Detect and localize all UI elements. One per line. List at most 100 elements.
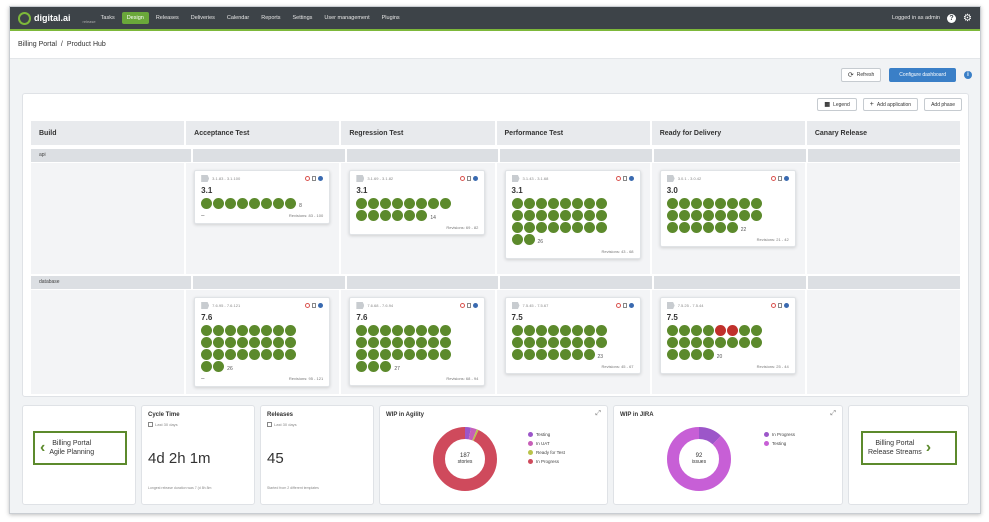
revision-dot[interactable] [261,325,272,336]
revision-dot[interactable] [584,222,595,233]
legend-button[interactable]: ▦ Legend [817,98,856,111]
revision-dot[interactable] [416,349,427,360]
gear-icon[interactable]: ⚙ [963,14,972,23]
revision-dot[interactable] [261,349,272,360]
info-icon[interactable]: i [964,71,972,79]
release-card[interactable]: 7.6.95 - 7.6.121 7.6 26 – Revisions: 95 - 12… [194,297,330,387]
revision-dot[interactable] [703,325,714,336]
revision-dot[interactable] [596,198,607,209]
revision-dot[interactable] [404,349,415,360]
revision-dot[interactable] [368,325,379,336]
revision-dot[interactable] [572,210,583,221]
revision-dot[interactable] [392,325,403,336]
revision-dot[interactable] [548,349,559,360]
revision-dot[interactable] [404,210,415,221]
revision-dot[interactable] [273,198,284,209]
revision-dot[interactable] [596,325,607,336]
revision-dot[interactable] [739,210,750,221]
stop-icon[interactable] [616,303,621,308]
expand-icon[interactable]: ⤢ [595,410,601,418]
revision-dot[interactable] [416,325,427,336]
stop-icon[interactable] [305,176,310,181]
release-card[interactable]: 3.0.1 - 3.0.42 3.0 22 Revisions: 21 - 42 [660,170,796,247]
revision-dot[interactable] [584,198,595,209]
revision-dot[interactable] [380,337,391,348]
revision-dot[interactable] [751,337,762,348]
revision-dot[interactable] [201,361,212,372]
revision-dot[interactable] [548,210,559,221]
revision-dot[interactable] [560,337,571,348]
nav-item-releases[interactable]: Releases [151,12,184,24]
status-icon[interactable] [629,303,634,308]
release-card[interactable]: 3.1.83 - 3.1.100 3.1 8– Revisions: 83 - 100 [194,170,330,224]
revision-dot[interactable] [691,337,702,348]
release-card[interactable]: 3.1.69 - 3.1.82 3.1 14 Revisions: 69 - 82 [349,170,485,235]
revision-dot[interactable] [572,222,583,233]
revision-dot[interactable] [739,198,750,209]
revision-dot[interactable] [380,198,391,209]
document-icon[interactable] [467,303,471,308]
revision-dot[interactable] [524,210,535,221]
legend-item[interactable]: In Progress [528,459,565,464]
document-icon[interactable] [467,176,471,181]
revision-dot[interactable] [404,337,415,348]
revision-dot[interactable] [548,325,559,336]
revision-dot[interactable] [261,198,272,209]
nav-item-tasks[interactable]: Tasks [96,12,120,24]
revision-dot[interactable] [667,337,678,348]
revision-dot[interactable] [512,325,523,336]
revision-dot[interactable] [536,210,547,221]
status-icon[interactable] [318,176,323,181]
revision-dot[interactable] [679,198,690,209]
revision-dot[interactable] [285,337,296,348]
status-icon[interactable] [473,176,478,181]
revision-dot[interactable] [285,198,296,209]
agile-planning-link[interactable]: ‹ Billing Portal Agile Planning [33,431,127,465]
revision-dot[interactable] [703,222,714,233]
revision-dot[interactable] [727,222,738,233]
revision-dot[interactable] [285,349,296,360]
revision-dot[interactable] [285,325,296,336]
revision-dot[interactable] [368,198,379,209]
revision-dot[interactable] [261,337,272,348]
nav-item-calendar[interactable]: Calendar [222,12,254,24]
revision-dot[interactable] [548,198,559,209]
revision-dot[interactable] [572,349,583,360]
document-icon[interactable] [623,303,627,308]
revision-dot[interactable] [691,210,702,221]
stop-icon[interactable] [460,176,465,181]
stop-icon[interactable] [771,176,776,181]
revision-dot[interactable] [356,210,367,221]
revision-dot[interactable] [596,210,607,221]
revision-dot[interactable] [225,337,236,348]
revision-dot[interactable] [356,361,367,372]
revision-dot[interactable] [237,198,248,209]
release-card[interactable]: 7.5.25 - 7.5.44 7.5 20 Revisions: 25 - 44 [660,297,796,374]
revision-dot[interactable] [667,198,678,209]
revision-dot[interactable] [691,349,702,360]
status-icon[interactable] [784,303,789,308]
revision-dot[interactable] [715,222,726,233]
revision-dot[interactable] [249,337,260,348]
revision-dot[interactable] [667,325,678,336]
legend-item[interactable]: In Progress [764,432,795,437]
revision-dot[interactable] [392,198,403,209]
revision-dot[interactable] [584,325,595,336]
revision-dot[interactable] [691,222,702,233]
revision-dot[interactable] [536,337,547,348]
revision-dot[interactable] [512,349,523,360]
revision-dot[interactable] [727,198,738,209]
document-icon[interactable] [778,303,782,308]
revision-dot[interactable] [416,198,427,209]
revision-dot[interactable] [380,325,391,336]
revision-dot[interactable] [751,325,762,336]
revision-dot[interactable] [213,349,224,360]
revision-dot[interactable] [524,349,535,360]
revision-dot[interactable] [703,349,714,360]
revision-dot[interactable] [225,198,236,209]
revision-dot[interactable] [273,349,284,360]
document-icon[interactable] [778,176,782,181]
revision-dot[interactable] [679,349,690,360]
revision-dot[interactable] [440,337,451,348]
revision-dot[interactable] [524,337,535,348]
